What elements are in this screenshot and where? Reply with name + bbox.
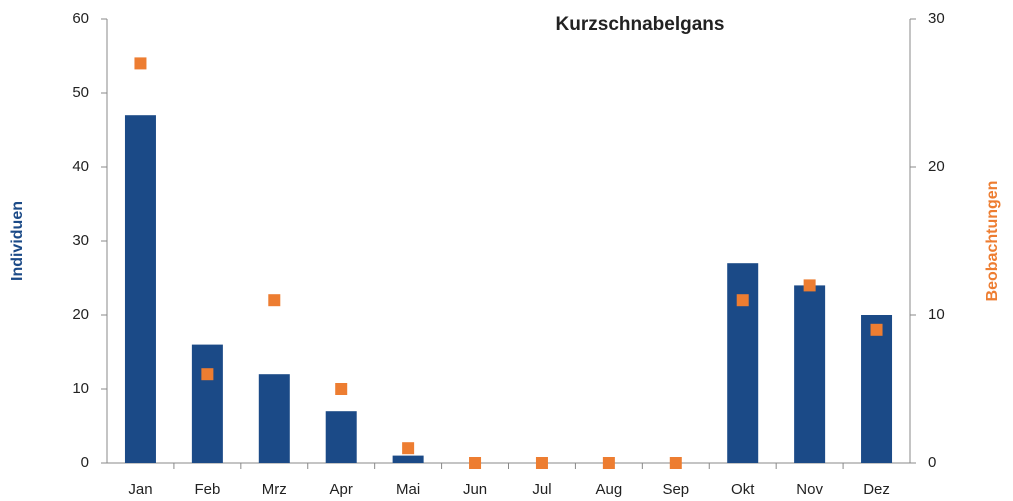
marker [870, 323, 883, 336]
x-tick-label: Nov [796, 481, 823, 498]
bar [124, 115, 156, 463]
bar [794, 285, 826, 463]
chart-title: Kurzschnabelgans [556, 14, 725, 35]
bar [392, 455, 424, 463]
marker [335, 383, 348, 395]
x-tick-label: Sep [662, 481, 689, 498]
y2-axis-label: Beobachtungen [984, 181, 1001, 302]
y2-tick-label: 10 [928, 306, 945, 323]
marker [535, 457, 548, 469]
marker [268, 294, 281, 307]
bar [191, 344, 223, 463]
y-tick-label: 10 [72, 380, 89, 397]
bar [325, 411, 357, 463]
y-tick-label: 20 [72, 306, 89, 323]
marker [402, 442, 415, 455]
x-tick-label: Mrz [262, 481, 287, 498]
bar [258, 374, 290, 463]
marker [669, 457, 682, 469]
marker [201, 368, 214, 381]
x-tick-label: Okt [731, 481, 755, 498]
y-tick-label: 40 [72, 158, 89, 175]
x-tick-label: Jul [532, 481, 551, 498]
x-tick-label: Jan [128, 481, 152, 498]
marker [469, 457, 482, 469]
bar [861, 315, 893, 463]
marker [602, 457, 615, 469]
x-tick-label: Feb [194, 481, 220, 498]
marker [803, 279, 816, 292]
y-tick-label: 0 [81, 454, 89, 471]
bar [727, 263, 759, 463]
x-tick-label: Apr [330, 481, 353, 498]
y2-tick-label: 0 [928, 454, 936, 471]
x-tick-label: Jun [463, 481, 487, 498]
y2-tick-label: 30 [928, 10, 945, 27]
y-tick-label: 50 [72, 84, 89, 101]
marker [134, 57, 147, 70]
y2-tick-label: 20 [928, 158, 945, 175]
x-tick-label: Mai [396, 481, 420, 498]
marker [736, 294, 749, 307]
x-tick-label: Dez [863, 481, 890, 498]
y-tick-label: 60 [72, 10, 89, 27]
x-tick-label: Aug [596, 481, 623, 498]
y-tick-label: 30 [72, 232, 89, 249]
y-axis-label: Individuen [9, 201, 26, 281]
